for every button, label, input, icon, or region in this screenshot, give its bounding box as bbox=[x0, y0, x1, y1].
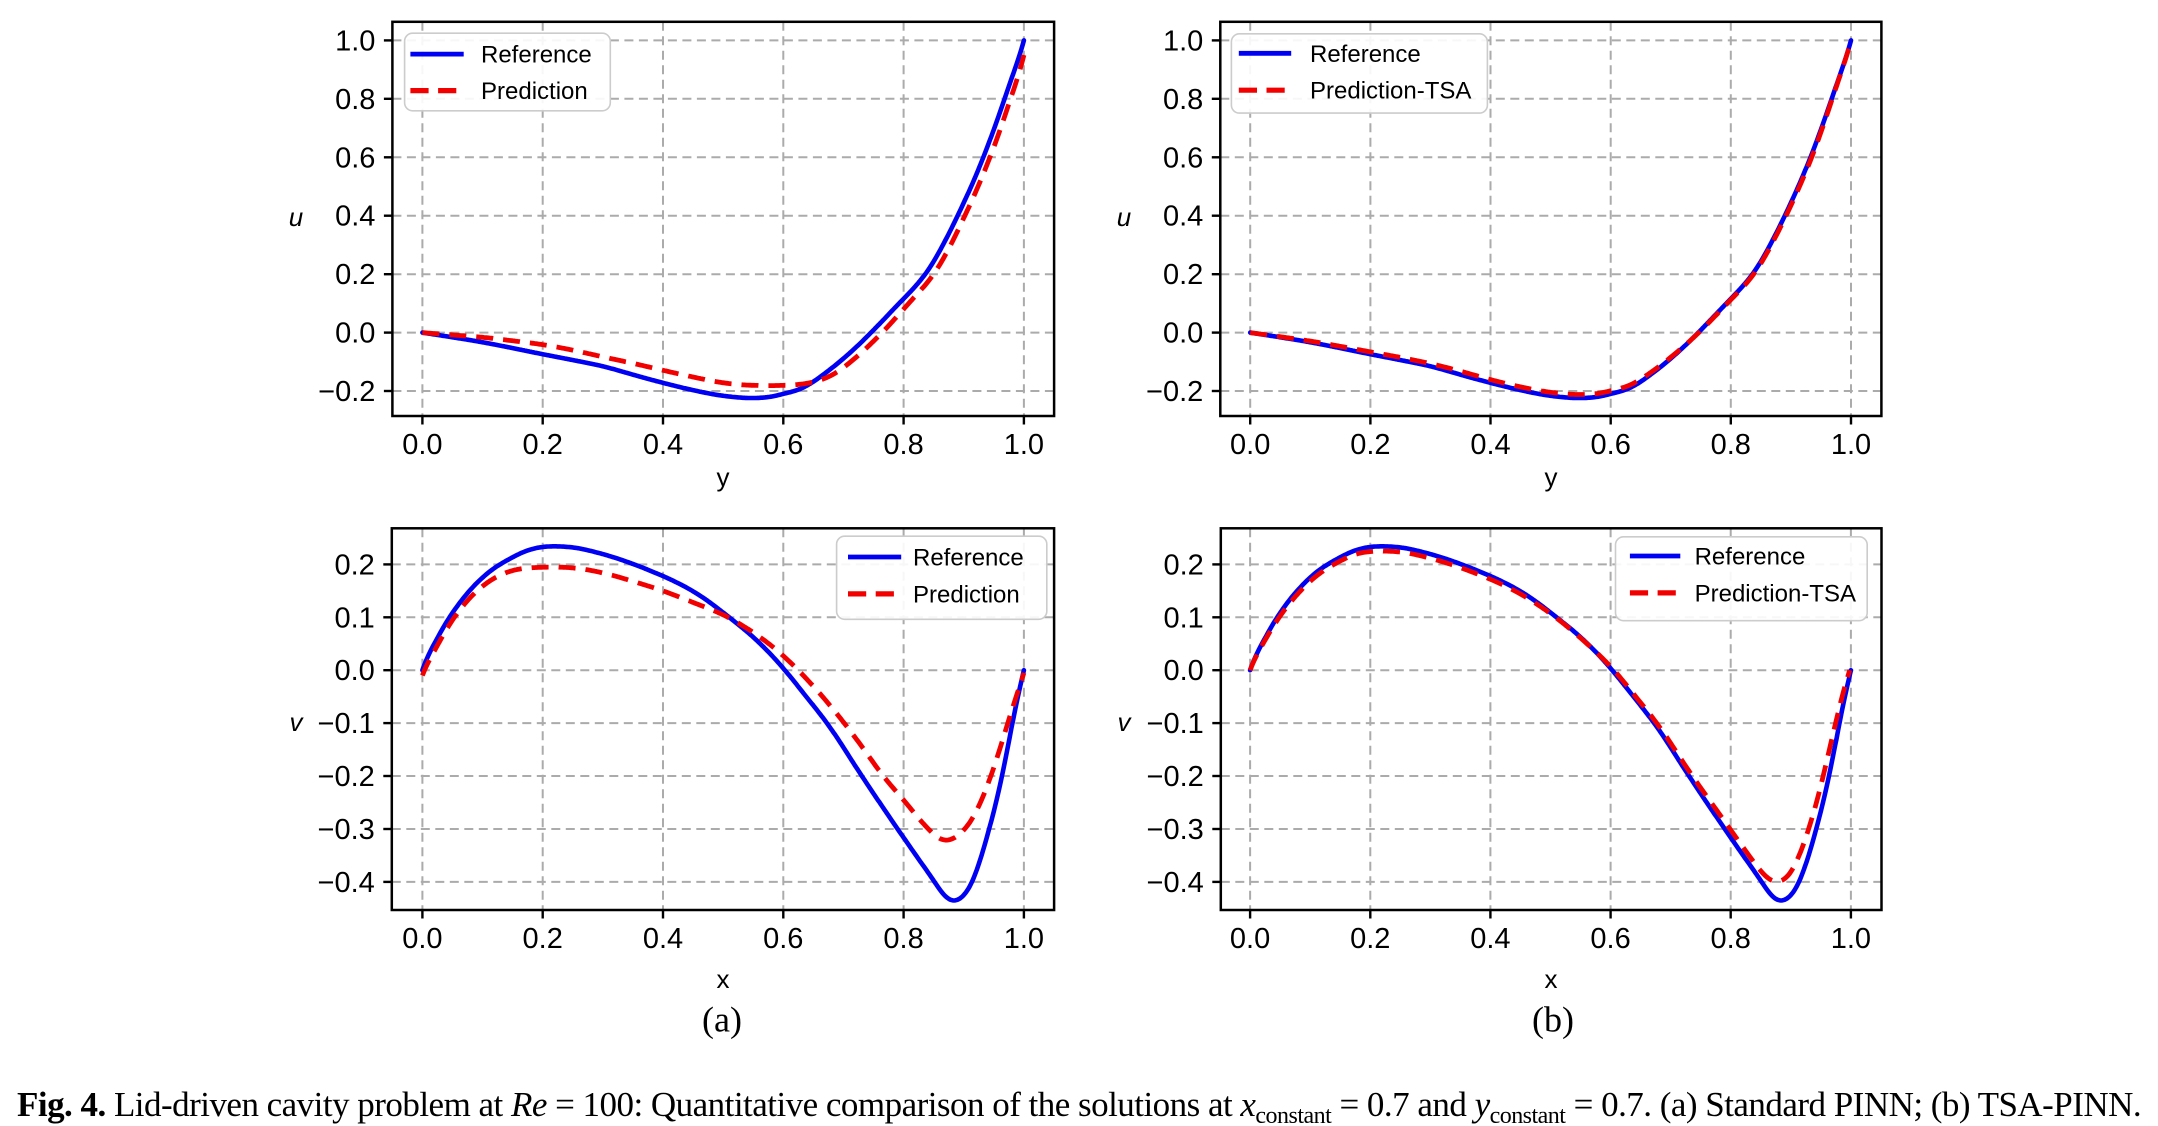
svg-text:0.6: 0.6 bbox=[1590, 923, 1630, 955]
svg-text:1.0: 1.0 bbox=[1831, 429, 1871, 461]
svg-text:−0.2: −0.2 bbox=[1146, 376, 1203, 408]
svg-text:−0.1: −0.1 bbox=[318, 708, 375, 740]
svg-text:0.8: 0.8 bbox=[1711, 429, 1751, 461]
svg-text:0.4: 0.4 bbox=[335, 201, 375, 233]
svg-text:1.0: 1.0 bbox=[335, 25, 375, 57]
svg-text:u: u bbox=[289, 202, 303, 232]
svg-text:0.8: 0.8 bbox=[1711, 923, 1751, 955]
svg-text:−0.3: −0.3 bbox=[1147, 814, 1204, 846]
svg-text:−0.2: −0.2 bbox=[318, 761, 375, 793]
svg-text:Fig. 4. Lid-driven cavity prob: Fig. 4. Lid-driven cavity problem at Re … bbox=[17, 1085, 2141, 1126]
svg-text:(a): (a) bbox=[702, 1000, 742, 1040]
svg-text:0.8: 0.8 bbox=[883, 923, 923, 955]
svg-text:0.4: 0.4 bbox=[643, 923, 683, 955]
svg-text:−0.3: −0.3 bbox=[318, 814, 375, 846]
svg-text:1.0: 1.0 bbox=[1004, 429, 1044, 461]
svg-text:0.6: 0.6 bbox=[335, 142, 375, 174]
svg-text:0.2: 0.2 bbox=[1163, 549, 1203, 581]
svg-text:u: u bbox=[1117, 202, 1131, 232]
svg-text:0.2: 0.2 bbox=[1350, 923, 1390, 955]
svg-text:1.0: 1.0 bbox=[1831, 923, 1871, 955]
svg-text:−0.4: −0.4 bbox=[1147, 867, 1204, 899]
svg-text:Reference: Reference bbox=[1695, 544, 1806, 571]
svg-text:0.2: 0.2 bbox=[523, 429, 563, 461]
svg-text:−0.2: −0.2 bbox=[1147, 761, 1204, 793]
svg-text:1.0: 1.0 bbox=[1163, 25, 1203, 57]
svg-text:x: x bbox=[717, 964, 730, 994]
svg-text:−0.1: −0.1 bbox=[1147, 708, 1204, 740]
svg-text:0.0: 0.0 bbox=[402, 429, 442, 461]
svg-text:Reference: Reference bbox=[1310, 41, 1421, 68]
svg-text:Prediction-TSA: Prediction-TSA bbox=[1695, 580, 1856, 607]
svg-text:Prediction-TSA: Prediction-TSA bbox=[1310, 78, 1471, 105]
svg-text:0.0: 0.0 bbox=[1163, 318, 1203, 350]
svg-text:0.2: 0.2 bbox=[335, 259, 375, 291]
svg-text:0.0: 0.0 bbox=[402, 923, 442, 955]
svg-text:−0.4: −0.4 bbox=[318, 867, 375, 899]
svg-text:y: y bbox=[717, 462, 730, 492]
svg-text:v: v bbox=[290, 707, 305, 737]
svg-text:0.8: 0.8 bbox=[335, 84, 375, 116]
svg-text:1.0: 1.0 bbox=[1004, 923, 1044, 955]
svg-text:0.1: 0.1 bbox=[1163, 602, 1203, 634]
svg-text:0.2: 0.2 bbox=[523, 923, 563, 955]
svg-text:0.6: 0.6 bbox=[1591, 429, 1631, 461]
svg-text:(b): (b) bbox=[1532, 1000, 1574, 1040]
svg-text:0.4: 0.4 bbox=[1470, 429, 1510, 461]
svg-text:Prediction: Prediction bbox=[913, 581, 1020, 608]
svg-text:0.0: 0.0 bbox=[1230, 923, 1270, 955]
svg-text:0.0: 0.0 bbox=[334, 655, 374, 687]
svg-text:Reference: Reference bbox=[481, 42, 592, 69]
svg-text:0.2: 0.2 bbox=[1163, 259, 1203, 291]
svg-text:0.2: 0.2 bbox=[1350, 429, 1390, 461]
svg-text:0.6: 0.6 bbox=[763, 429, 803, 461]
svg-text:0.8: 0.8 bbox=[1163, 84, 1203, 116]
svg-text:0.6: 0.6 bbox=[1163, 142, 1203, 174]
svg-text:Prediction: Prediction bbox=[481, 78, 588, 105]
svg-text:y: y bbox=[1545, 462, 1558, 492]
svg-text:0.2: 0.2 bbox=[334, 549, 374, 581]
svg-text:v: v bbox=[1118, 707, 1133, 737]
svg-text:0.0: 0.0 bbox=[1163, 655, 1203, 687]
svg-text:0.8: 0.8 bbox=[883, 429, 923, 461]
svg-text:0.6: 0.6 bbox=[763, 923, 803, 955]
svg-text:0.0: 0.0 bbox=[335, 318, 375, 350]
svg-text:0.1: 0.1 bbox=[334, 602, 374, 634]
svg-text:−0.2: −0.2 bbox=[318, 376, 375, 408]
svg-text:0.4: 0.4 bbox=[1470, 923, 1510, 955]
svg-text:0.4: 0.4 bbox=[1163, 201, 1203, 233]
svg-text:0.0: 0.0 bbox=[1230, 429, 1270, 461]
svg-text:0.4: 0.4 bbox=[643, 429, 683, 461]
svg-text:Reference: Reference bbox=[913, 545, 1024, 572]
svg-text:x: x bbox=[1545, 964, 1558, 994]
